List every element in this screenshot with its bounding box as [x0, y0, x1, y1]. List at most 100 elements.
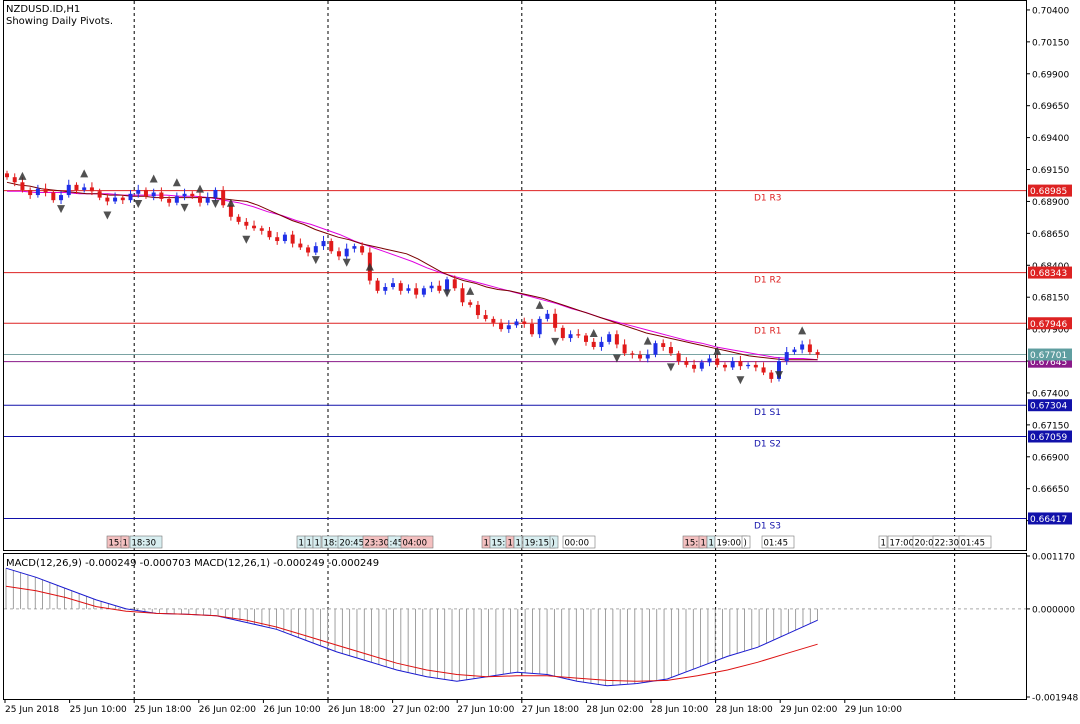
- time-tick-label: 26 Jun 18:00: [328, 705, 385, 715]
- candle-body: [105, 197, 110, 202]
- fractal-down-arrow: [242, 235, 251, 244]
- candle-body: [159, 192, 164, 199]
- fractal-up-arrow: [535, 300, 544, 309]
- fractal-up-arrow: [365, 262, 374, 271]
- fractal-down-arrow: [612, 354, 621, 363]
- fractal-down-arrow: [103, 211, 112, 220]
- pivot-tag-bg: [1028, 266, 1072, 279]
- candle-body: [568, 334, 573, 339]
- candle-body: [136, 189, 141, 194]
- time-tick-label: 27 Jun 18:00: [522, 705, 579, 715]
- macd-main-line: [5, 567, 818, 687]
- macd-tick-label: 0.000000: [1032, 605, 1075, 615]
- candle-body: [113, 197, 118, 202]
- candle-body: [406, 288, 411, 291]
- candle-body: [174, 196, 179, 203]
- candle-body: [576, 334, 581, 336]
- session-box-label: 1: [307, 539, 312, 549]
- moving-averages: [6, 181, 818, 361]
- fractal-down-arrow: [311, 256, 320, 265]
- candle-body: [429, 285, 434, 289]
- fractal-down-arrow: [342, 258, 351, 267]
- candle-body: [738, 361, 743, 367]
- candlesticks: [5, 170, 820, 383]
- candle-body: [614, 334, 619, 345]
- candle-body: [622, 344, 627, 354]
- candle-body: [560, 327, 565, 339]
- candle-body: [205, 197, 210, 203]
- candle-body: [522, 321, 527, 325]
- session-box-label: 20:45: [340, 539, 365, 549]
- candle-body: [437, 285, 442, 291]
- candle-body: [383, 286, 388, 291]
- candle-body: [468, 302, 473, 305]
- session-box: [741, 535, 751, 549]
- candle-body: [198, 196, 202, 203]
- candle-body: [545, 313, 550, 319]
- time-tick-label: 25 Jun 2018: [5, 705, 59, 715]
- macd-panel-frame: [3, 553, 1027, 700]
- candle-body: [51, 192, 56, 201]
- candle-body: [375, 280, 380, 291]
- main-panel-frame: [3, 0, 1027, 551]
- ma-slow-line: [7, 190, 818, 361]
- candle-body: [244, 221, 249, 226]
- pivot-note: Showing Daily Pivots.: [6, 16, 113, 27]
- pivot-label: D1 R2: [754, 276, 782, 286]
- session-box-label: 04:00: [403, 539, 428, 549]
- candle-body: [267, 230, 272, 238]
- candle-body: [252, 225, 257, 229]
- fractal-arrows: [18, 169, 807, 385]
- fractal-down-arrow: [775, 371, 783, 380]
- macd-axis: 0.001170 0.000000 -0.001948: [1026, 553, 1078, 704]
- pivot-label: D1 R1: [754, 326, 782, 336]
- pivot-label: D1 S2: [754, 439, 781, 449]
- candle-body: [236, 216, 241, 222]
- candle-body: [506, 325, 511, 330]
- time-tick-label: 29 Jun 10:00: [845, 705, 902, 715]
- price-tick-label: 0.69650: [1032, 102, 1069, 112]
- candle-body: [151, 192, 156, 197]
- candle-body: [28, 189, 33, 196]
- session-box: [562, 535, 596, 549]
- candle-body: [306, 247, 311, 253]
- session-box-label: 19:15: [525, 539, 550, 549]
- price-tick-label: 0.68900: [1032, 198, 1069, 208]
- macd-tick-label: -0.001948: [1032, 694, 1078, 704]
- session-box-label: :45: [390, 539, 404, 549]
- candle-body: [398, 283, 403, 291]
- candle-body: [483, 315, 488, 319]
- candle-body: [128, 193, 133, 201]
- candle-body: [74, 184, 79, 190]
- candle-body: [35, 188, 40, 196]
- candle-body: [684, 361, 689, 365]
- candle-body: [645, 354, 650, 359]
- fractal-down-arrow: [134, 200, 143, 209]
- candle-body: [529, 324, 534, 335]
- candle-body: [445, 279, 450, 291]
- candle-body: [730, 361, 735, 368]
- session-box: [878, 535, 888, 549]
- fractal-up-arrow: [643, 336, 652, 345]
- fractal-down-arrow: [666, 363, 675, 372]
- candle-body: [553, 313, 558, 328]
- pivot-tag-bg: [1028, 430, 1072, 443]
- candle-body: [499, 322, 504, 330]
- session-box: [549, 535, 559, 549]
- fractal-down-arrow: [211, 200, 220, 209]
- time-tick-label: 27 Jun 10:00: [457, 705, 514, 715]
- candle-body: [630, 353, 635, 355]
- candle-body: [599, 341, 604, 347]
- candle-body: [360, 246, 365, 253]
- time-tick-label: 25 Jun 10:00: [70, 705, 127, 715]
- candle-body: [792, 349, 797, 353]
- pivot-tag-bg: [1028, 399, 1072, 412]
- candle-body: [584, 335, 588, 342]
- candle-body: [213, 189, 218, 198]
- candle-body: [676, 353, 681, 362]
- session-box-label: 18:: [324, 539, 338, 549]
- session-box-label: 17:00: [890, 539, 915, 549]
- bid-tag-bg: [1028, 348, 1072, 361]
